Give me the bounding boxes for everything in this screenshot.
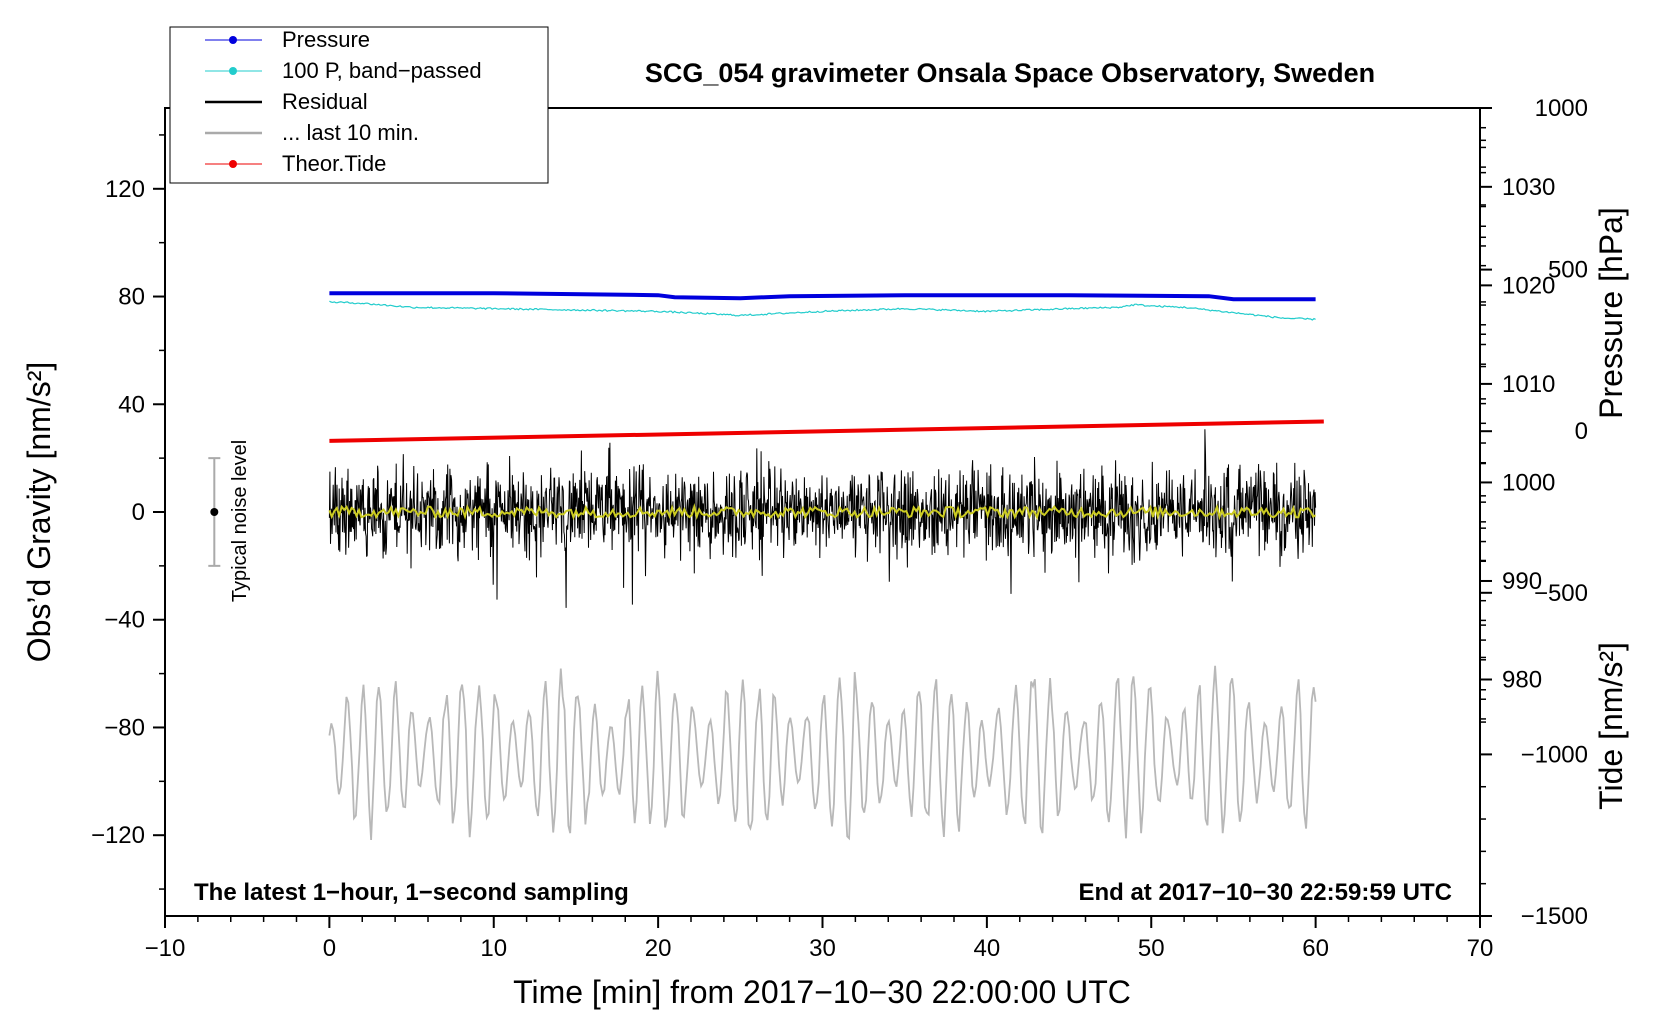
- noise-center-dot: [210, 508, 219, 516]
- residual-series: [328, 429, 1317, 608]
- tide-tick-label: 500: [1548, 257, 1588, 284]
- noise-level-label: Typical noise level: [229, 440, 251, 602]
- pressure-tick-label: 1030: [1502, 174, 1555, 201]
- x-tick-label: 70: [1467, 935, 1494, 962]
- tide-series: [329, 419, 1324, 443]
- legend-label: ... last 10 min.: [282, 120, 419, 145]
- y-tick-label: 120: [105, 176, 145, 203]
- y-tick-label: −120: [91, 822, 145, 849]
- x-tick-label: 10: [480, 935, 507, 962]
- y-tick-label: 0: [132, 499, 145, 526]
- tide-tick-label: −1000: [1521, 741, 1588, 768]
- pressure-line: [329, 291, 1316, 302]
- bandpassed-series: [329, 300, 1316, 321]
- tide-tick-label: 0: [1575, 418, 1588, 445]
- pressure-tick-label: 990: [1502, 568, 1542, 595]
- legend: Pressure 100 P, band−passed Residual ... la…: [169, 26, 549, 184]
- legend-marker: [229, 36, 237, 44]
- legend-label: Pressure: [282, 27, 370, 52]
- legend-label: Theor.Tide: [282, 151, 386, 176]
- pressure-axis-label: Pressure [hPa]: [1593, 207, 1629, 419]
- y-tick-label: 80: [118, 284, 145, 311]
- pressure-tick-label: 1000: [1502, 469, 1555, 496]
- legend-marker: [229, 160, 237, 168]
- x-tick-label: 60: [1302, 935, 1329, 962]
- x-tick-label: 30: [809, 935, 836, 962]
- y-axis-ticks: 120 80 40 0 −40 −80 −120: [91, 134, 165, 890]
- x-axis-ticks: −10 0 10 20 30 40 50 60 70: [145, 916, 1494, 962]
- x-tick-label: 40: [974, 935, 1001, 962]
- y-tick-label: −80: [104, 714, 145, 741]
- pressure-axis-ticks: 1030 1020 1010 1000 990 980: [1480, 126, 1555, 720]
- residual-mean-line: [328, 502, 1317, 521]
- pressure-tick-label: 1010: [1502, 371, 1555, 398]
- bandpassed-line: [329, 300, 1316, 321]
- tide-tick-label: 1000: [1535, 95, 1588, 122]
- pressure-tick-label: 980: [1502, 667, 1542, 694]
- last-10-min-series: [328, 665, 1317, 841]
- chart-title: SCG_054 gravimeter Onsala Space Observat…: [645, 58, 1375, 88]
- last-10-min-line: [328, 665, 1317, 841]
- tide-axis-ticks: 1000 500 0 −500 −1000 −1500: [1480, 95, 1588, 930]
- noise-level-marker: [208, 457, 221, 567]
- y-tick-label: 40: [118, 391, 145, 418]
- x-tick-label: 50: [1138, 935, 1165, 962]
- tide-tick-label: −500: [1534, 580, 1588, 607]
- note-end-time: End at 2017−10−30 22:59:59 UTC: [1078, 879, 1452, 906]
- tide-tick-label: −1500: [1521, 903, 1588, 930]
- legend-box: [169, 26, 549, 184]
- note-sampling: The latest 1−hour, 1−second sampling: [194, 879, 629, 906]
- legend-label: 100 P, band−passed: [282, 58, 482, 83]
- pressure-series: [329, 291, 1316, 302]
- tide-axis-label: Tide [nm/s²]: [1593, 642, 1629, 810]
- x-tick-label: 20: [645, 935, 672, 962]
- legend-marker: [229, 67, 237, 75]
- residual-mean-series: [328, 502, 1317, 521]
- residual-line: [328, 429, 1317, 608]
- x-tick-label: 0: [323, 935, 336, 962]
- y-tick-label: −40: [104, 607, 145, 634]
- tide-line: [329, 419, 1324, 443]
- y-axis-label: Obs’d Gravity [nm/s²]: [21, 362, 57, 663]
- pressure-tick-label: 1020: [1502, 272, 1555, 299]
- legend-label: Residual: [282, 89, 368, 114]
- x-axis-label: Time [min] from 2017−10−30 22:00:00 UTC: [513, 974, 1131, 1010]
- x-tick-label: −10: [145, 935, 186, 962]
